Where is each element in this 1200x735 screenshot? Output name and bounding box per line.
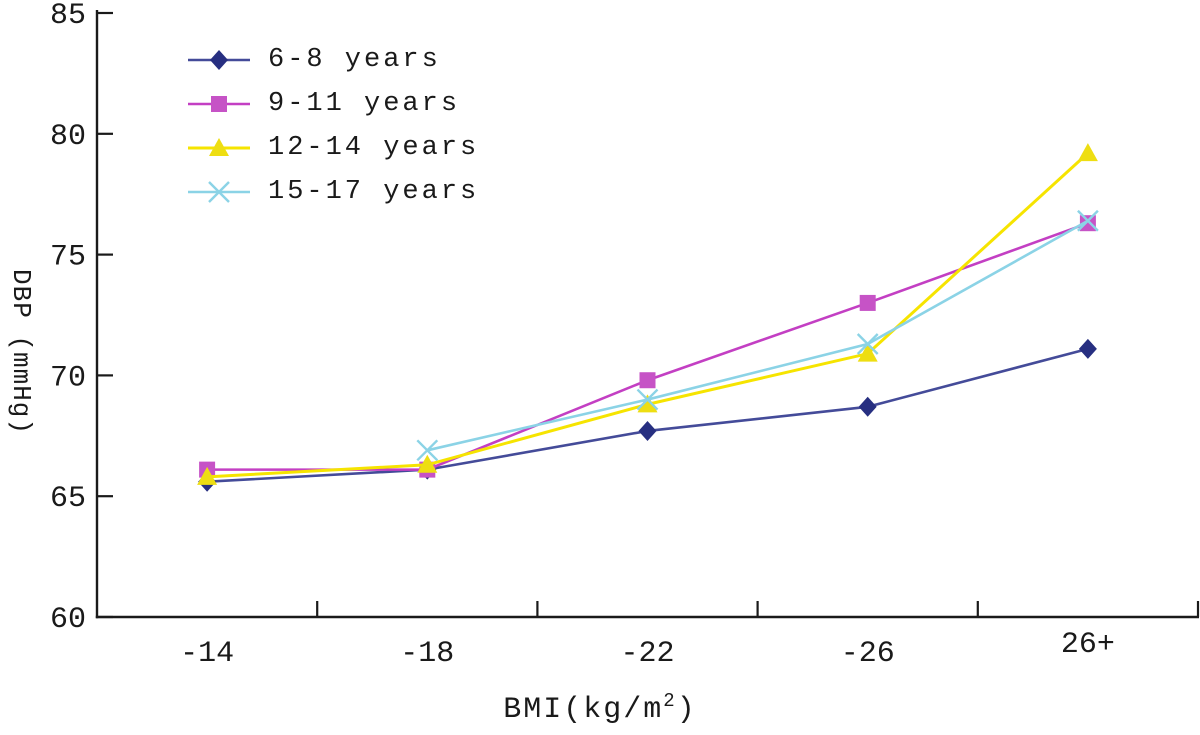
series-line xyxy=(427,219,1089,452)
triangle-marker-icon xyxy=(857,343,878,362)
y-tick-label: 65 xyxy=(50,482,86,516)
x-tick-label: -14 xyxy=(180,637,234,671)
x-marker-icon xyxy=(416,439,439,462)
diamond-marker-icon xyxy=(1078,338,1097,359)
series-15-17-years xyxy=(416,209,1099,462)
x-axis-title-superscript: 2 xyxy=(663,690,677,712)
square-marker-icon xyxy=(1079,215,1096,232)
triangle-marker-icon xyxy=(209,138,229,156)
y-tick-label: 75 xyxy=(50,241,86,275)
square-marker-icon xyxy=(639,372,656,389)
legend-label: 9-11 years xyxy=(268,89,461,119)
legend-item-15-17-years: 15-17 years xyxy=(186,170,479,214)
legend-item-6-8-years: 6-8 years xyxy=(186,38,479,82)
diamond-marker-icon xyxy=(858,396,877,417)
triangle-marker-icon xyxy=(417,454,438,473)
square-marker-icon xyxy=(188,96,250,112)
y-tick-label: 70 xyxy=(50,361,86,395)
x-tick-label: -18 xyxy=(400,637,454,671)
x-marker-icon xyxy=(188,181,250,203)
legend-item-12-14-years: 12-14 years xyxy=(186,126,479,170)
x-axis-title: BMI(kg/m2) xyxy=(0,690,1200,727)
diamond-marker-icon xyxy=(210,50,228,70)
y-tick-label: 85 xyxy=(50,0,86,33)
x-marker-icon xyxy=(856,333,879,355)
diamond-marker-icon xyxy=(638,420,657,441)
x-tick-label: -22 xyxy=(620,637,674,671)
x-marker-icon xyxy=(1077,209,1099,232)
series-12-14-years xyxy=(197,143,1098,485)
x-axis-title-close: ) xyxy=(676,693,697,727)
triangle-marker-icon xyxy=(1077,143,1098,162)
x-marker-icon xyxy=(208,181,230,203)
y-tick-label: 60 xyxy=(50,603,86,637)
legend-label: 12-14 years xyxy=(268,133,480,163)
x-marker-icon xyxy=(636,388,659,411)
x-tick-label: 26+ xyxy=(1061,628,1115,662)
y-axis-title: DBP (mmHg) xyxy=(6,268,36,436)
series-line xyxy=(207,347,1089,484)
triangle-marker-icon xyxy=(637,394,658,413)
triangle-marker-icon xyxy=(197,466,218,485)
triangle-marker-icon xyxy=(188,138,250,156)
legend-label: 15-17 years xyxy=(268,177,480,207)
legend-label: 6-8 years xyxy=(268,45,441,75)
square-marker-icon xyxy=(859,294,876,311)
y-tick-label: 80 xyxy=(50,120,86,154)
x-axis-title-text: BMI(kg/m xyxy=(503,693,664,727)
legend-item-9-11-years: 9-11 years xyxy=(186,82,479,126)
legend: 6-8 years 9-11 years 12-14 years 15-17 y… xyxy=(186,38,479,214)
square-marker-icon xyxy=(211,96,227,112)
x-tick-label: -26 xyxy=(841,637,895,671)
diamond-marker-icon xyxy=(188,50,250,70)
